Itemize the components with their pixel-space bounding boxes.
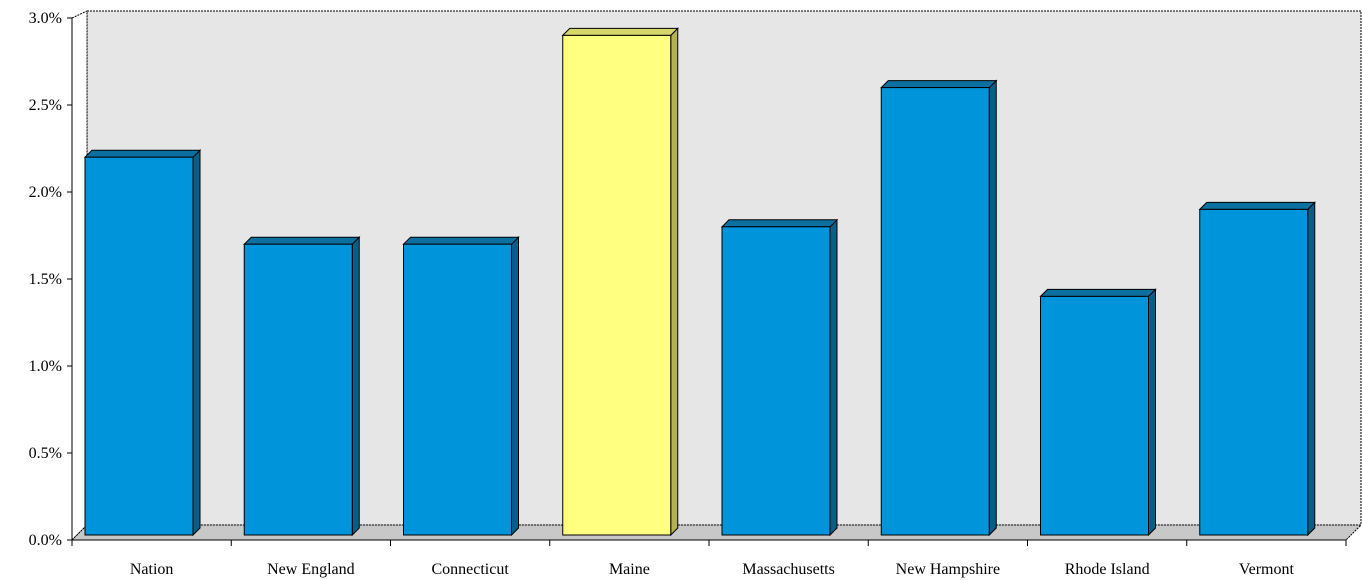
axes: [67, 17, 1347, 546]
x-tick-label: Maine: [609, 561, 650, 578]
bar-side: [1148, 288, 1156, 537]
bar-face: [562, 34, 672, 536]
x-tick-label: New Hampshire: [896, 561, 1000, 578]
bar-side: [988, 79, 997, 537]
y-tick-label: 0.0%: [29, 532, 62, 549]
bar-top: [243, 236, 361, 245]
bar-connecticut: [402, 235, 520, 537]
bar-nation: [83, 148, 202, 537]
bar-side: [1307, 201, 1316, 537]
bar-top: [880, 80, 998, 89]
y-tick-label: 2.0%: [29, 184, 62, 201]
bar-face: [1040, 295, 1149, 536]
bar-new-hampshire: [880, 79, 998, 537]
bar-top: [402, 236, 520, 245]
bar-side: [192, 148, 201, 537]
x-tick-label: Massachusetts: [742, 561, 834, 578]
bar-top: [1198, 201, 1316, 210]
bar-face: [403, 243, 512, 536]
bar-side: [829, 218, 838, 537]
bar-top: [720, 219, 839, 228]
bar-top: [561, 27, 679, 36]
bar-top: [1039, 288, 1157, 297]
x-tick-label: New England: [267, 561, 355, 578]
bar-top: [83, 149, 202, 158]
bar-vermont: [1198, 201, 1316, 537]
x-tick-label: Vermont: [1239, 561, 1295, 578]
bar-face: [84, 156, 194, 536]
bar-side: [351, 235, 360, 537]
bar-face: [243, 243, 353, 536]
x-axis-tick-labels: Nation New England Connecticut Maine Massach…: [130, 561, 1295, 578]
y-tick-label: 2.5%: [29, 97, 62, 114]
bar-face: [1199, 208, 1309, 536]
bar-side: [670, 27, 679, 537]
x-tick-label: Nation: [130, 561, 174, 578]
y-tick-label: 3.0%: [29, 10, 62, 27]
bar-maine: [561, 27, 679, 537]
bar-massachusetts: [720, 218, 839, 537]
y-tick-label: 1.0%: [29, 358, 62, 375]
bar-rhode-island: [1039, 288, 1157, 537]
y-axis-tick-labels: 0.0% 0.5% 1.0% 1.5% 2.0% 2.5% 3.0%: [29, 10, 62, 549]
y-tick-label: 0.5%: [29, 445, 62, 462]
bar-side: [511, 235, 519, 537]
bar-new-england: [243, 235, 361, 537]
x-tick-label: Rhode Island: [1065, 561, 1150, 578]
bar-face: [721, 226, 831, 536]
bar-face: [880, 87, 990, 536]
x-tick-label: Connecticut: [431, 561, 509, 578]
bars: [83, 27, 1316, 537]
y-tick-label: 1.5%: [29, 271, 62, 288]
plot-side-wall: [71, 10, 88, 542]
